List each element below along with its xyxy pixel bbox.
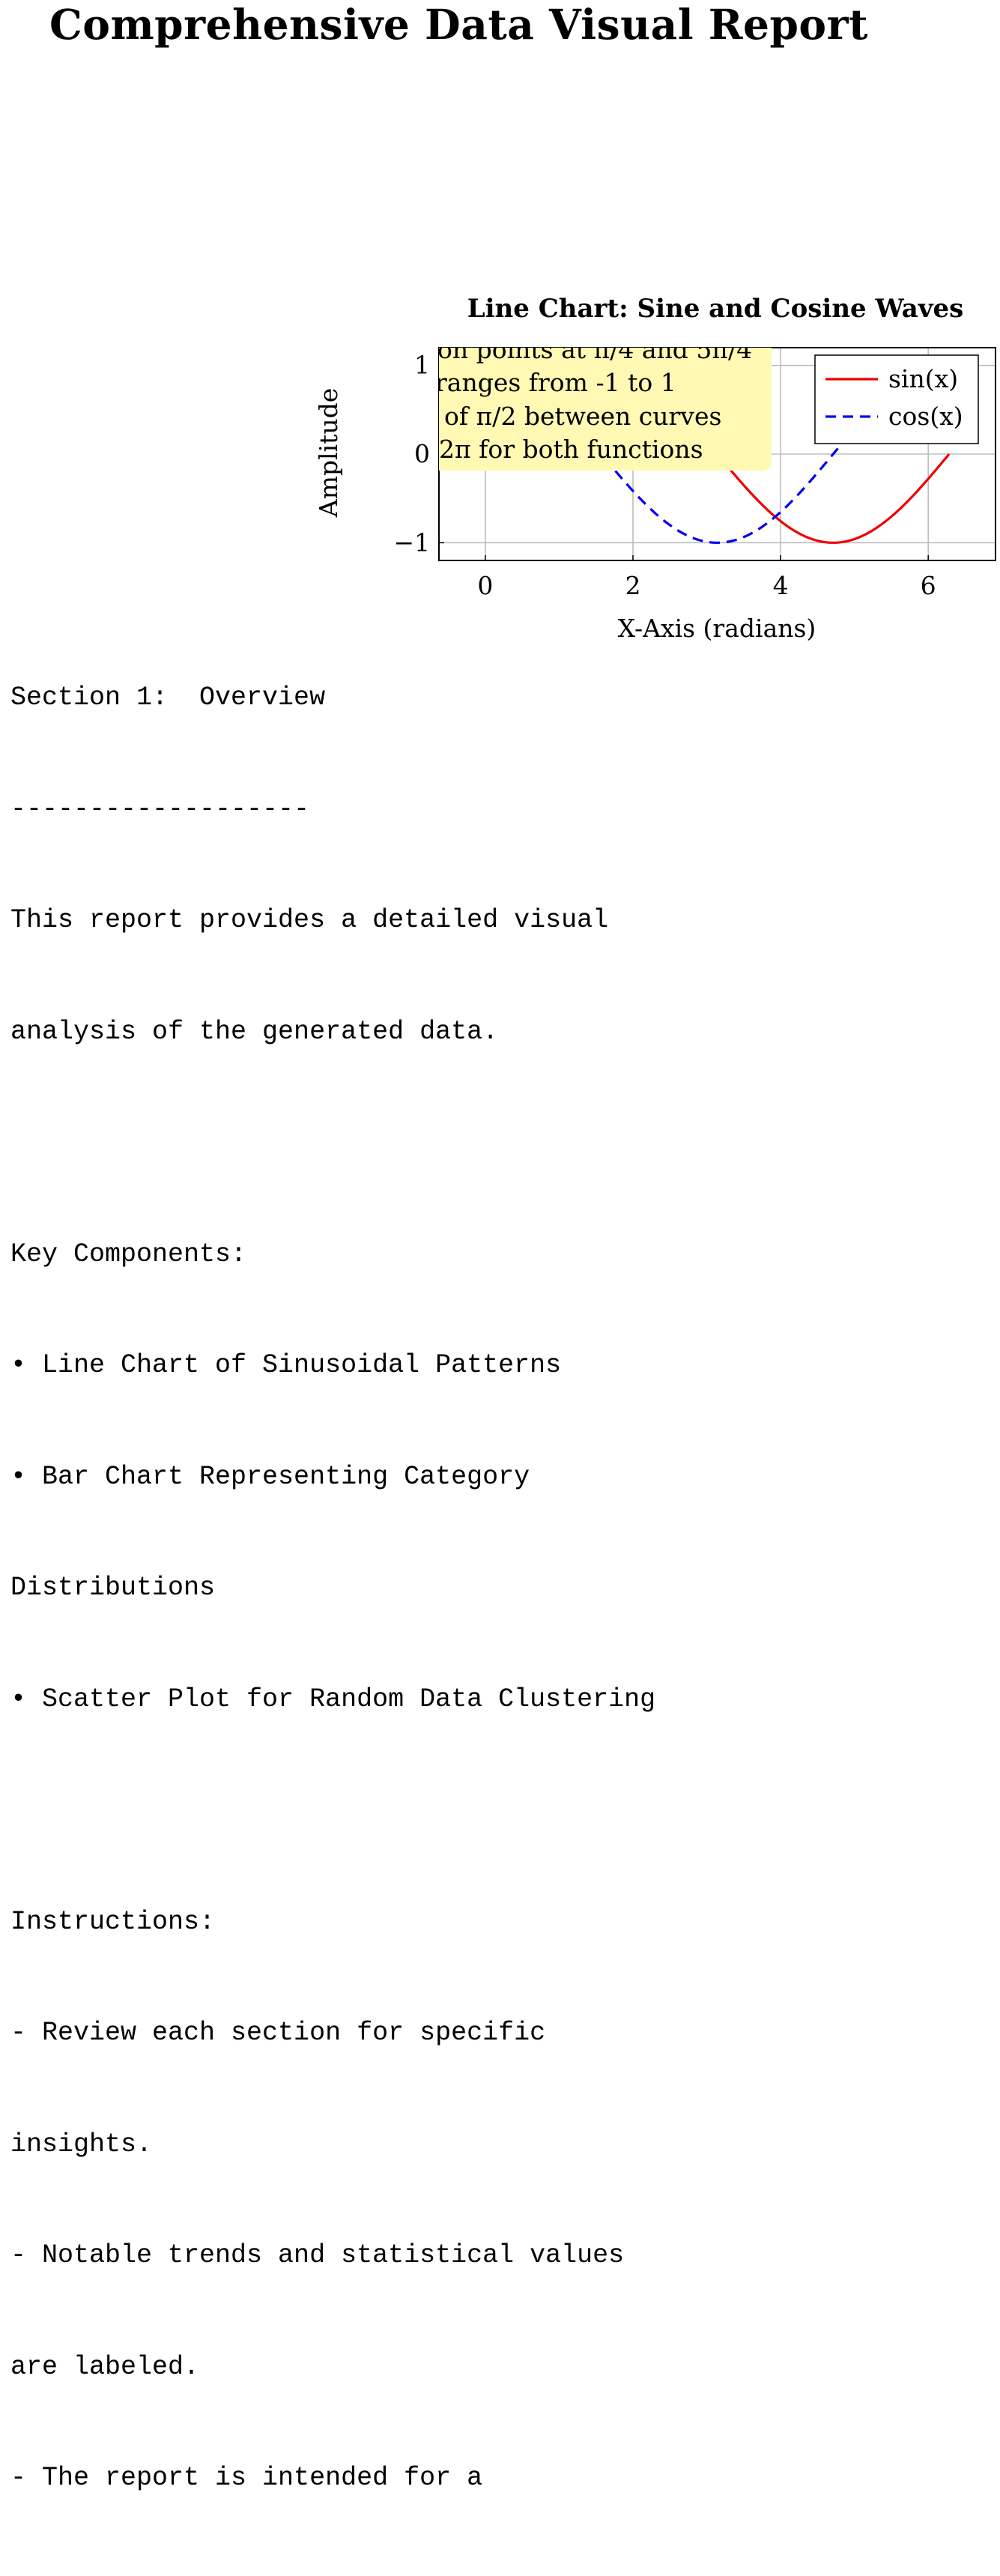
overview-section: Section 1: Overview ------------------- … xyxy=(10,605,655,2576)
spacer xyxy=(10,1125,655,1162)
line-chart: Line Chart: Sine and Cosine Waves 0 2 4 6 −1… xyxy=(0,0,1000,652)
x-tick-label: 2 xyxy=(625,571,641,600)
y-axis-label: Amplitude xyxy=(314,388,343,518)
instruction-item: - The report is intended for a xyxy=(10,2460,655,2497)
x-tick-label: 6 xyxy=(921,571,936,600)
section-heading: Section 1: Overview xyxy=(10,680,655,717)
instruction-item: - Review each section for specific xyxy=(10,2015,655,2052)
y-tick-label: 0 xyxy=(414,439,430,468)
intro-line: This report provides a detailed visual xyxy=(10,902,655,940)
instruction-item-cont: comprehensive visual data overview. xyxy=(10,2572,655,2576)
annotation-box: on points at π/4 and 5π/4 e ranges from -… xyxy=(315,330,772,471)
component-item-scatter-plot: • Scatter Plot for Random Data Clusterin… xyxy=(10,1681,655,1719)
components-heading: Key Components: xyxy=(10,1236,655,1274)
instructions-heading: Instructions: xyxy=(10,1904,655,1941)
component-item-line-chart: • Line Chart of Sinusoidal Patterns xyxy=(10,1347,655,1385)
component-item-bar-chart-cont: Distributions xyxy=(10,1570,655,1607)
annotation-line: ft of π/2 between curves xyxy=(417,402,721,431)
x-tick-label: 0 xyxy=(477,571,493,600)
instruction-item-cont: are labeled. xyxy=(10,2349,655,2386)
x-tick-label: 4 xyxy=(773,571,789,600)
annotation-line: 2π for both functions xyxy=(439,435,703,464)
y-tick-label: −1 xyxy=(393,527,430,557)
y-tick-label: 1 xyxy=(414,351,430,380)
annotation-line: on points at π/4 and 5π/4 xyxy=(437,335,752,364)
section-rule: ------------------- xyxy=(10,791,655,829)
instruction-item-cont: insights. xyxy=(10,2126,655,2164)
annotation-line: e ranges from -1 to 1 xyxy=(413,368,676,397)
legend: sin(x) cos(x) xyxy=(815,355,978,444)
legend-label-cos: cos(x) xyxy=(888,402,963,431)
instruction-item: - Notable trends and statistical values xyxy=(10,2237,655,2275)
legend-label-sin: sin(x) xyxy=(888,364,958,393)
component-item-bar-chart: • Bar Chart Representing Category xyxy=(10,1459,655,1496)
chart-title: Line Chart: Sine and Cosine Waves xyxy=(467,294,964,324)
spacer xyxy=(10,1792,655,1830)
intro-line: analysis of the generated data. xyxy=(10,1014,655,1051)
